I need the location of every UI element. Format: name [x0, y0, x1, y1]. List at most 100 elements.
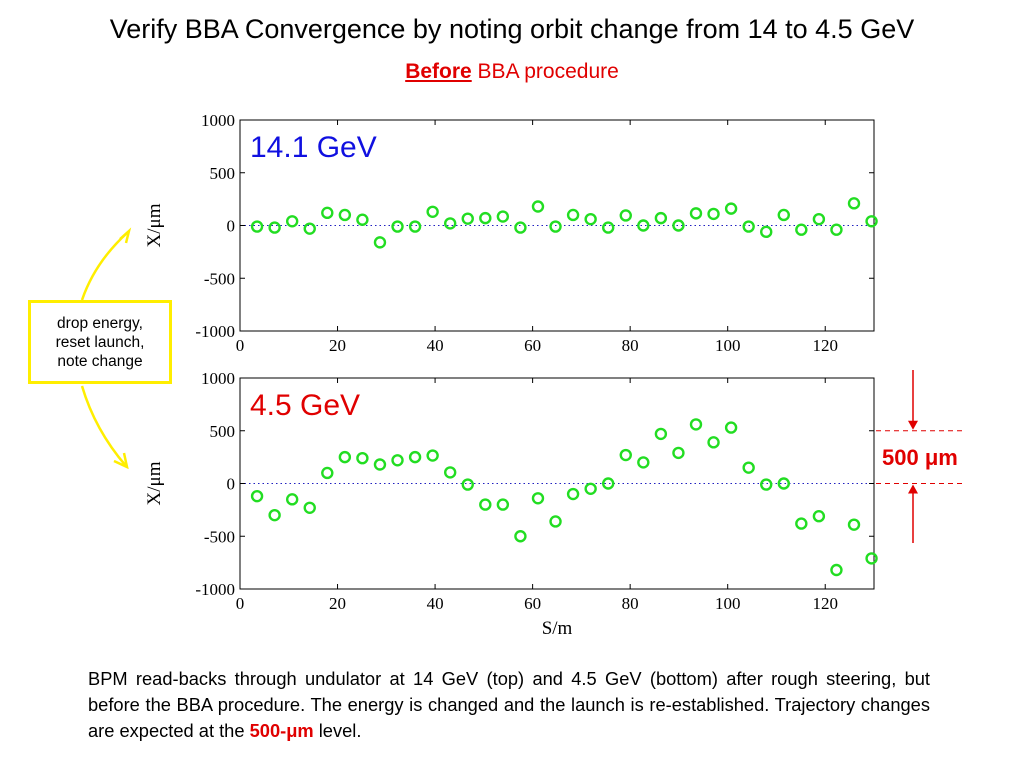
data-point — [777, 477, 790, 490]
data-point — [250, 489, 264, 503]
scale-label-unit: μm — [925, 445, 958, 470]
data-point — [637, 456, 650, 469]
callout-line-2: reset launch, — [55, 333, 145, 351]
x-tick-label: 80 — [622, 336, 639, 355]
slide-subtitle: Before BBA procedure — [0, 60, 1024, 84]
scale-marker: 500 μm — [876, 370, 978, 543]
y-tick-label: -1000 — [195, 580, 235, 599]
y-tick-label: 1000 — [201, 111, 235, 130]
data-point — [549, 220, 562, 233]
data-point — [777, 208, 790, 222]
data-point — [707, 436, 720, 449]
data-point — [268, 508, 281, 522]
data-point — [356, 451, 369, 465]
callout-arrowhead-up — [119, 227, 132, 244]
data-point — [654, 211, 668, 225]
callout-line-1: drop energy, — [57, 314, 143, 332]
y-tick-label: 1000 — [201, 369, 235, 388]
scale-label-bg — [878, 440, 978, 474]
data-point — [812, 212, 826, 226]
data-point — [830, 223, 843, 236]
data-point — [602, 221, 615, 234]
scale-label-number: 500 — [882, 445, 925, 470]
data-point — [672, 446, 685, 460]
data-point — [566, 487, 580, 501]
data-point — [549, 515, 562, 528]
data-point — [847, 518, 861, 531]
data-point — [391, 454, 404, 467]
caption-tail: level. — [313, 720, 362, 741]
data-point — [338, 208, 352, 222]
data-point — [742, 220, 755, 233]
y-tick-label: 0 — [227, 475, 236, 494]
data-point — [760, 478, 773, 491]
data-point — [443, 466, 457, 479]
data-point — [742, 461, 755, 474]
x-tick-label: 80 — [622, 594, 639, 613]
data-point — [321, 466, 334, 480]
x-tick-label: 60 — [524, 336, 541, 355]
data-point — [514, 221, 527, 234]
callout-arrow-down — [80, 385, 127, 467]
data-point — [408, 450, 422, 464]
x-tick-label: 40 — [427, 336, 444, 355]
y-axis-label: X/μm — [144, 203, 165, 247]
callout-arrow-up — [80, 231, 129, 301]
callout-arrows — [80, 227, 132, 470]
data-point — [566, 208, 580, 222]
caption-body: BPM read-backs through undulator at 14 G… — [88, 668, 930, 741]
x-tick-label: 120 — [812, 336, 838, 355]
slide-title: Verify BBA Convergence by noting orbit c… — [109, 14, 915, 44]
data-point — [637, 219, 650, 232]
data-point — [373, 458, 387, 471]
data-point — [865, 215, 878, 228]
data-point — [303, 222, 316, 235]
data-point — [531, 200, 545, 213]
data-point — [689, 207, 703, 220]
data-point — [391, 220, 404, 233]
subtitle-rest: BBA procedure — [471, 60, 619, 83]
data-point — [865, 552, 878, 565]
data-point — [321, 206, 334, 220]
energy-annotation: 14.1 GeV — [250, 131, 377, 164]
caption-highlight: 500-μm — [249, 720, 314, 741]
callout-line-3: note change — [57, 352, 143, 370]
data-point — [584, 212, 597, 226]
data-point — [443, 217, 457, 230]
y-tick-label: -1000 — [195, 322, 235, 341]
data-point — [356, 213, 369, 226]
data-point — [619, 448, 632, 462]
x-tick-label: 20 — [329, 336, 346, 355]
chart-panel-1: 0 20 40 60 80 100 120 1000 500 0 -500 -1000 X/μm 14.1… — [144, 111, 878, 355]
data-point — [724, 202, 738, 215]
data-point — [724, 421, 738, 434]
data-point — [250, 220, 264, 233]
data-point — [760, 225, 773, 239]
data-point — [479, 498, 492, 511]
data-point — [514, 530, 527, 543]
energy-annotation: 4.5 GeV — [250, 389, 360, 422]
data-point — [672, 219, 685, 232]
plot-frame — [239, 377, 875, 590]
data-point — [268, 221, 281, 234]
data-point — [461, 478, 474, 491]
data-point — [602, 477, 615, 490]
data-point — [830, 563, 843, 577]
data-point — [584, 482, 597, 495]
data-point — [285, 215, 299, 228]
scale-arrowhead-down — [908, 420, 918, 430]
data-point — [847, 197, 861, 210]
chart-panel-2: 0 20 40 60 80 100 120 1000 500 0 -500 -1000 X/μm S/m 4… — [144, 369, 878, 639]
data-point — [426, 449, 439, 462]
data-point — [285, 493, 299, 506]
x-axis-label: S/m — [542, 618, 573, 639]
caption-text: BPM read-backs through undulator at 14 G… — [88, 666, 930, 744]
data-point — [619, 209, 632, 222]
x-tick-label: 0 — [236, 336, 245, 355]
data-point — [426, 205, 439, 218]
data-point — [707, 207, 720, 221]
x-tick-label: 40 — [427, 594, 444, 613]
x-tick-label: 20 — [329, 594, 346, 613]
data-point — [531, 492, 545, 505]
data-point — [795, 223, 808, 236]
